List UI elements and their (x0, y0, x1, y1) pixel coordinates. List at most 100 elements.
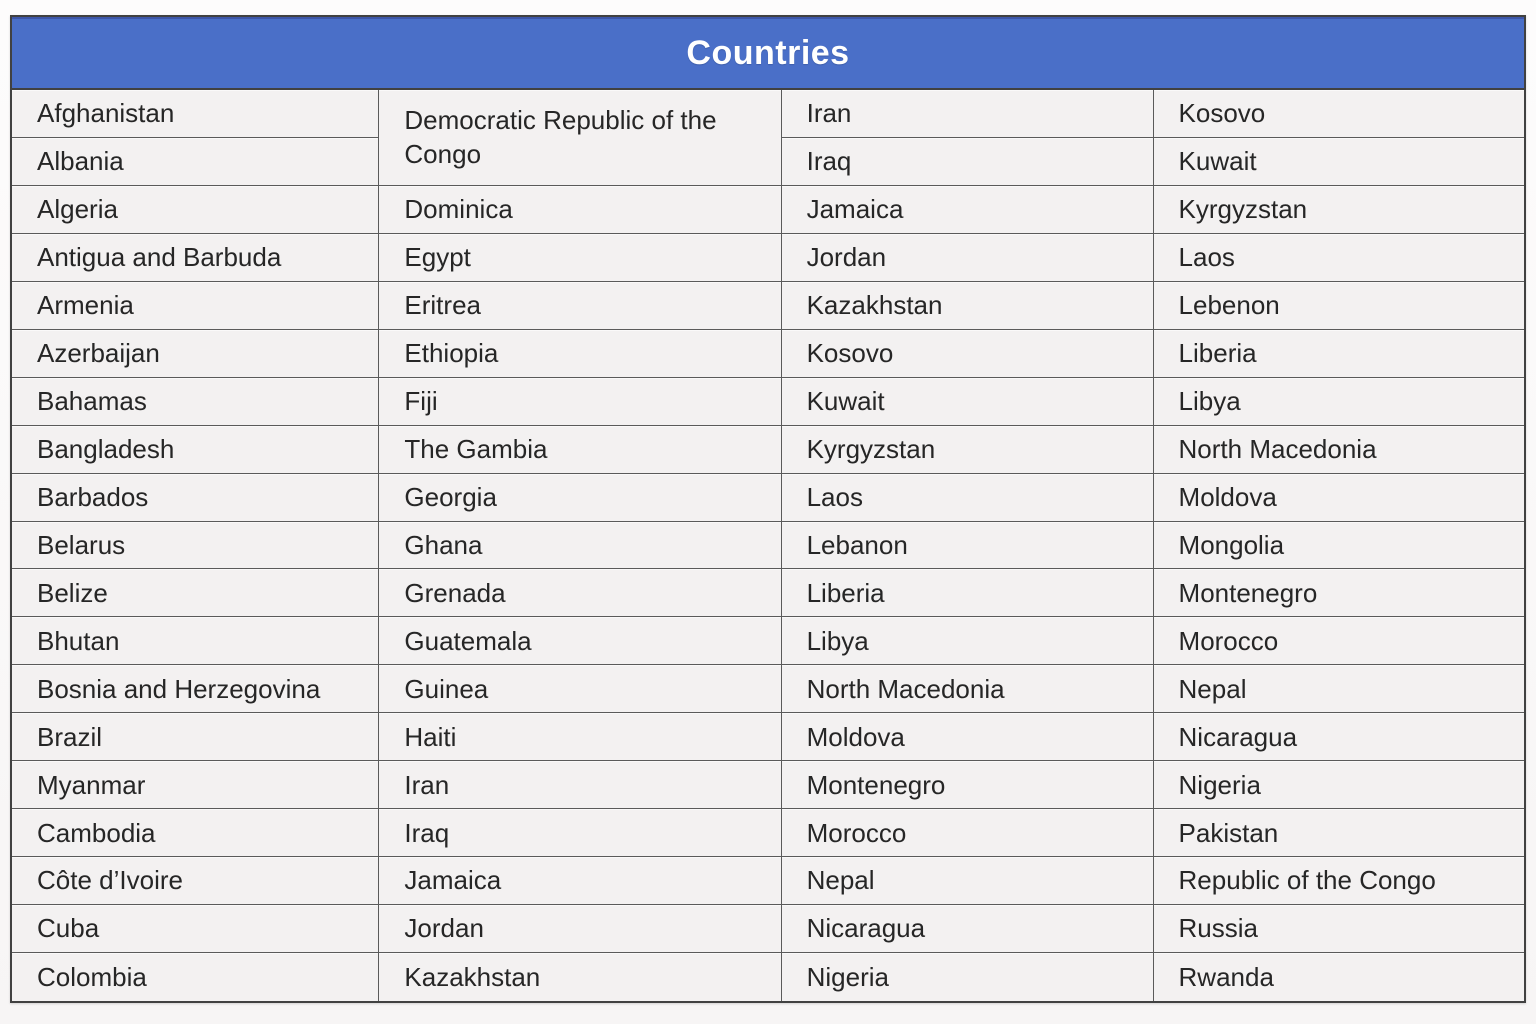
country-name: Albania (37, 146, 124, 177)
country-name: Belize (37, 577, 108, 608)
table-cell: Georgia (379, 473, 781, 522)
table-cell: Democratic Republic of the Congo (379, 90, 781, 186)
country-name: Libya (806, 625, 869, 656)
country-name: The Gambia (404, 433, 548, 464)
country-name: Kyrgyzstan (806, 433, 936, 464)
table-cell: Pakistan (1153, 809, 1524, 858)
table-cell: Armenia (12, 281, 379, 330)
country-name: Grenada (404, 577, 506, 608)
table-cell: Libya (781, 617, 1153, 666)
country-name: Nicaragua (806, 913, 926, 944)
table-cell: Cuba (12, 905, 379, 954)
table-cell: Rwanda (1153, 953, 1524, 1001)
table-cell: Cambodia (12, 809, 379, 858)
table-cell: Grenada (379, 569, 781, 618)
country-name: Laos (1178, 242, 1235, 273)
table-cell: Azerbaijan (12, 329, 379, 378)
table-cell: Dominica (379, 185, 781, 234)
table-cell: Nicaragua (781, 905, 1153, 954)
country-name: Jamaica (404, 865, 502, 896)
country-name: Bangladesh (37, 433, 175, 464)
table-cell: Laos (1153, 233, 1524, 282)
country-name: Montenegro (1178, 577, 1318, 608)
table-cell: Nigeria (781, 953, 1153, 1001)
table-cell: Bhutan (12, 617, 379, 666)
table-cell: Nicaragua (1153, 713, 1524, 762)
table-title: Countries (686, 34, 850, 72)
table-cell: Lebenon (1153, 281, 1524, 330)
table-body: Afghanistan Albania Algeria Antigua and Bar… (12, 90, 1524, 1001)
table-cell: Kuwait (781, 377, 1153, 426)
table-cell: Kyrgyzstan (1153, 185, 1524, 234)
table-cell: Republic of the Congo (1153, 857, 1524, 906)
country-name: Jamaica (806, 194, 904, 225)
country-name: Kosovo (1178, 98, 1266, 129)
table-column-3: Iran Iraq Jamaica Jordan Kazakhstan Kosovo Kuw… (781, 90, 1154, 1001)
country-name: Moldova (1178, 481, 1277, 512)
country-name: Ethiopia (404, 338, 499, 369)
country-name: Brazil (37, 721, 103, 752)
country-name: Libya (1178, 385, 1241, 416)
table-cell: Bahamas (12, 377, 379, 426)
table-cell: Fiji (379, 377, 781, 426)
country-name: Pakistan (1178, 817, 1279, 848)
table-cell: Laos (781, 473, 1153, 522)
table-cell: Algeria (12, 185, 379, 234)
country-name: Barbados (37, 481, 149, 512)
country-name: Moldova (806, 721, 905, 752)
table-cell: Montenegro (781, 761, 1153, 810)
country-name: Iraq (806, 146, 852, 177)
table-cell: Albania (12, 137, 379, 186)
country-name: Antigua and Barbuda (37, 242, 282, 273)
table-cell: Guinea (379, 665, 781, 714)
table-cell: Moldova (781, 713, 1153, 762)
table-cell: Haiti (379, 713, 781, 762)
table-cell: Jordan (781, 233, 1153, 282)
country-name: Afghanistan (37, 98, 175, 129)
countries-table: Countries Afghanistan Albania Algeria Antig… (10, 15, 1526, 1003)
country-name: Ghana (404, 529, 483, 560)
table-cell: Libya (1153, 377, 1524, 426)
table-title-bar: Countries (12, 17, 1524, 90)
country-name: Belarus (37, 529, 126, 560)
table-cell: North Macedonia (1153, 425, 1524, 474)
country-name: Côte d’Ivoire (37, 865, 183, 896)
country-name: Montenegro (806, 769, 946, 800)
table-cell: Jamaica (379, 857, 781, 906)
country-name: Kuwait (1178, 146, 1257, 177)
table-cell: Iran (781, 90, 1153, 138)
country-name: Iran (806, 98, 852, 129)
table-cell: Liberia (1153, 329, 1524, 378)
country-name: Egypt (404, 242, 471, 273)
country-name: Kazakhstan (806, 290, 943, 321)
country-name: Nepal (1178, 673, 1247, 704)
country-name: Cambodia (37, 817, 156, 848)
table-cell: Moldova (1153, 473, 1524, 522)
country-name: Myanmar (37, 769, 146, 800)
country-name: Guatemala (404, 625, 532, 656)
country-name: Nepal (806, 865, 875, 896)
country-name: Republic of the Congo (1178, 865, 1436, 896)
country-name: Azerbaijan (37, 338, 160, 369)
table-cell: Côte d’Ivoire (12, 857, 379, 906)
country-name: Kazakhstan (404, 961, 541, 992)
table-cell: Lebanon (781, 521, 1153, 570)
table-cell: Egypt (379, 233, 781, 282)
table-cell: Montenegro (1153, 569, 1524, 618)
table-cell: Jamaica (781, 185, 1153, 234)
country-name: Jordan (404, 913, 484, 944)
table-cell: Mongolia (1153, 521, 1524, 570)
country-name: Lebanon (806, 529, 908, 560)
table-cell: Eritrea (379, 281, 781, 330)
country-name: Kosovo (806, 338, 894, 369)
table-cell: Russia (1153, 905, 1524, 954)
country-name: Dominica (404, 194, 513, 225)
country-name: Morocco (1178, 625, 1279, 656)
table-cell: Brazil (12, 713, 379, 762)
country-name: Bosnia and Herzegovina (37, 673, 321, 704)
table-cell: Nepal (781, 857, 1153, 906)
table-cell: Iran (379, 761, 781, 810)
country-name: Jordan (806, 242, 887, 273)
country-name: Morocco (806, 817, 907, 848)
